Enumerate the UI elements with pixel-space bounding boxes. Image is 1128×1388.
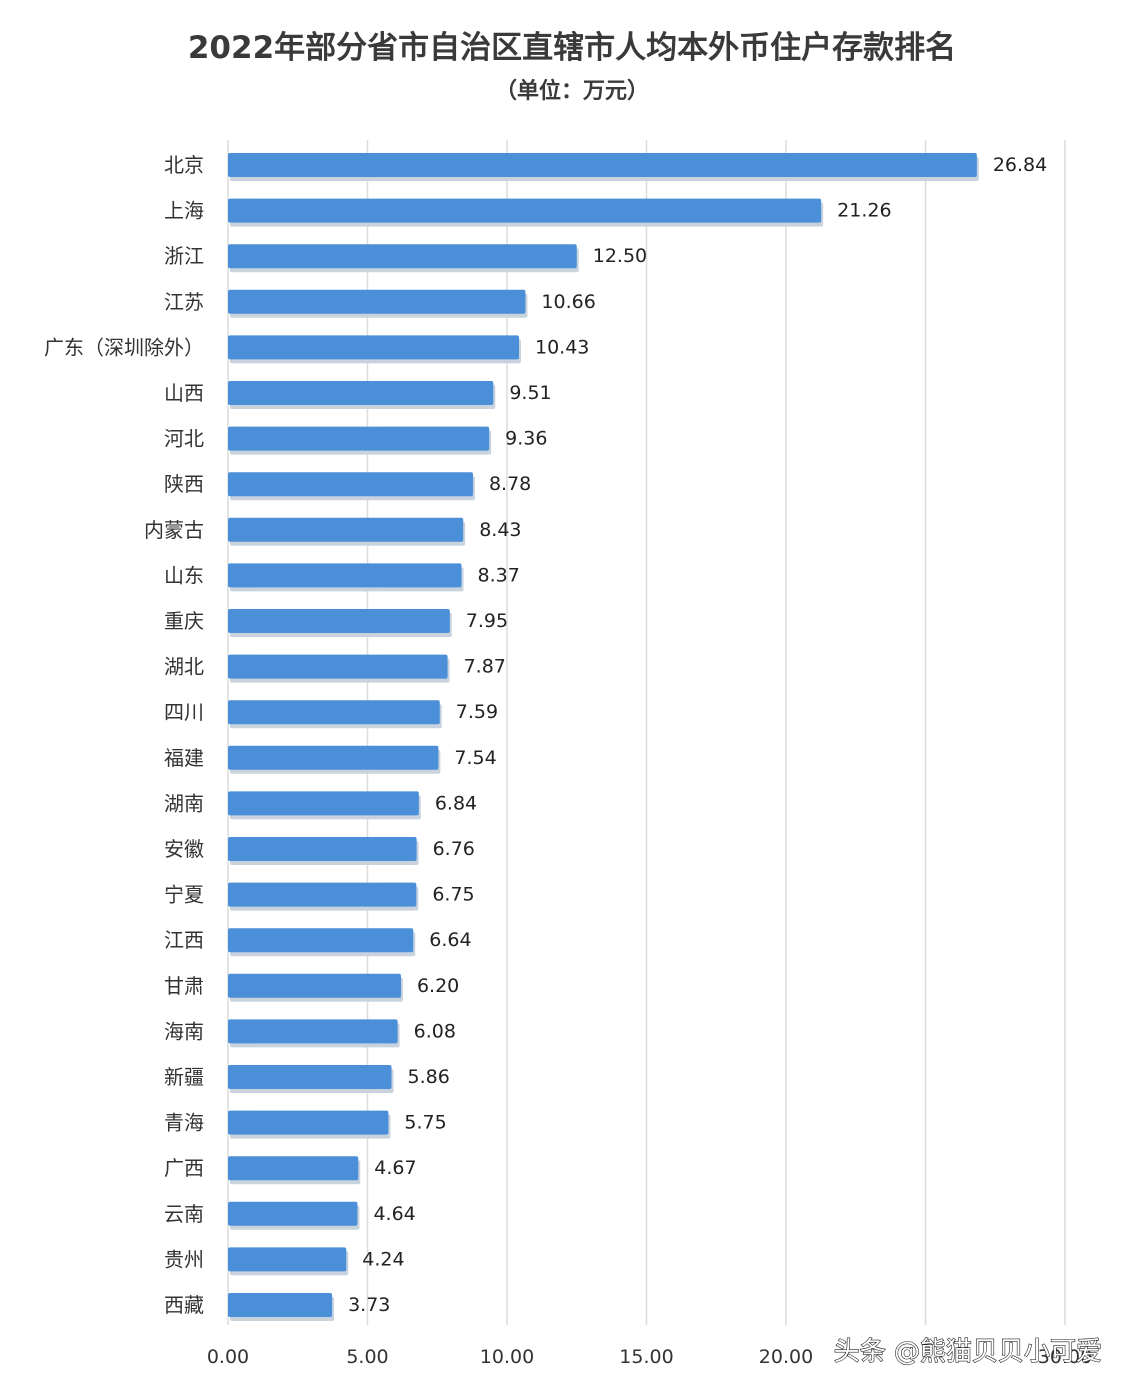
- value-label: 8.43: [479, 519, 521, 541]
- value-label: 4.67: [374, 1157, 416, 1179]
- bar: [228, 198, 822, 223]
- x-tick-label: 0.00: [207, 1346, 249, 1368]
- category-label: 上海: [164, 199, 204, 223]
- category-label: 云南: [164, 1202, 204, 1226]
- value-label: 6.76: [433, 838, 475, 860]
- category-label: 广东（深圳除外）: [44, 335, 204, 359]
- value-label: 7.87: [464, 656, 506, 678]
- value-label: 21.26: [837, 200, 891, 222]
- bar: [228, 1019, 398, 1044]
- category-label: 江西: [164, 928, 204, 952]
- value-label: 10.43: [535, 336, 589, 358]
- bar: [228, 244, 577, 269]
- bar: [228, 153, 977, 177]
- value-label: 26.84: [993, 154, 1047, 176]
- category-label: 甘肃: [164, 974, 204, 998]
- x-tick-label: 15.00: [619, 1346, 673, 1368]
- value-label: 8.37: [478, 564, 520, 586]
- category-label: 北京: [164, 153, 204, 177]
- category-label: 广西: [164, 1156, 204, 1180]
- bar: [228, 973, 401, 998]
- bar: [228, 1201, 358, 1226]
- bar: [228, 745, 439, 770]
- category-label: 山东: [164, 563, 204, 587]
- bar: [228, 1156, 359, 1181]
- value-label: 6.64: [429, 929, 471, 951]
- bar: [228, 517, 464, 542]
- value-label: 6.75: [432, 884, 474, 906]
- value-label: 7.54: [454, 747, 496, 769]
- category-label: 重庆: [164, 609, 204, 633]
- bar: [228, 1065, 392, 1089]
- chart-subtitle: （单位：万元）: [495, 78, 649, 104]
- category-label: 贵州: [164, 1247, 204, 1271]
- bar: [228, 837, 417, 861]
- x-tick-label: 10.00: [480, 1346, 534, 1368]
- bar: [228, 791, 419, 816]
- category-label: 山西: [164, 381, 204, 405]
- category-label: 宁夏: [164, 883, 204, 907]
- bar: [228, 1247, 347, 1272]
- watermark-text: 头条 @熊猫贝贝小可爱: [834, 1337, 1102, 1367]
- chart-title: 2022年部分省市自治区直辖市人均本外币住户存款排名: [188, 30, 956, 66]
- watermark: 头条 @熊猫贝贝小可爱: [833, 1336, 1102, 1367]
- bar: [228, 381, 494, 405]
- bar: [228, 609, 450, 633]
- value-label: 9.36: [505, 428, 547, 450]
- bar: [228, 472, 473, 497]
- bar: [228, 335, 519, 360]
- bar: [228, 1293, 333, 1317]
- value-label: 6.84: [435, 792, 477, 814]
- value-label: 8.78: [489, 473, 531, 495]
- category-label: 安徽: [164, 837, 204, 861]
- category-label: 陕西: [164, 472, 204, 496]
- bar: [228, 1110, 389, 1135]
- bar: [228, 563, 462, 588]
- category-label: 内蒙古: [144, 518, 204, 542]
- value-label: 7.95: [466, 610, 508, 632]
- bar: [228, 700, 440, 725]
- value-label: 6.20: [417, 975, 459, 997]
- category-label: 浙江: [164, 244, 204, 268]
- value-label: 3.73: [348, 1294, 390, 1316]
- value-label: 4.64: [373, 1203, 415, 1225]
- category-label: 青海: [164, 1111, 204, 1135]
- value-label: 6.08: [414, 1020, 456, 1042]
- value-label: 5.86: [407, 1066, 449, 1088]
- bar: [228, 289, 526, 314]
- category-label: 四川: [164, 700, 204, 724]
- value-label: 10.66: [541, 291, 595, 313]
- value-label: 12.50: [593, 245, 647, 267]
- value-label: 7.59: [456, 701, 498, 723]
- category-label: 福建: [164, 746, 204, 770]
- x-tick-label: 20.00: [759, 1346, 813, 1368]
- category-label: 湖南: [164, 791, 204, 815]
- bar: [228, 426, 490, 451]
- x-axis: 0.00 5.00 10.00 15.00 20.00 30.00: [207, 1346, 1092, 1368]
- value-label: 9.51: [509, 382, 551, 404]
- value-label: 5.75: [404, 1112, 446, 1134]
- x-tick-label: 30.00: [1038, 1346, 1092, 1368]
- category-label: 河北: [164, 427, 204, 451]
- value-label: 4.24: [362, 1248, 404, 1270]
- category-label: 西藏: [164, 1293, 204, 1317]
- x-tick-label: 5.00: [346, 1346, 388, 1368]
- category-label: 新疆: [164, 1065, 204, 1089]
- bars: 北京 26.84 上海 21.26 浙江 12.50 江苏 10.66 广东（深圳除外） 10.4…: [44, 153, 1047, 1321]
- category-label: 湖北: [164, 655, 204, 679]
- category-label: 海南: [164, 1019, 204, 1043]
- category-label: 江苏: [164, 290, 204, 314]
- bar: [228, 928, 414, 953]
- bar: [228, 882, 417, 907]
- bar: [228, 654, 448, 679]
